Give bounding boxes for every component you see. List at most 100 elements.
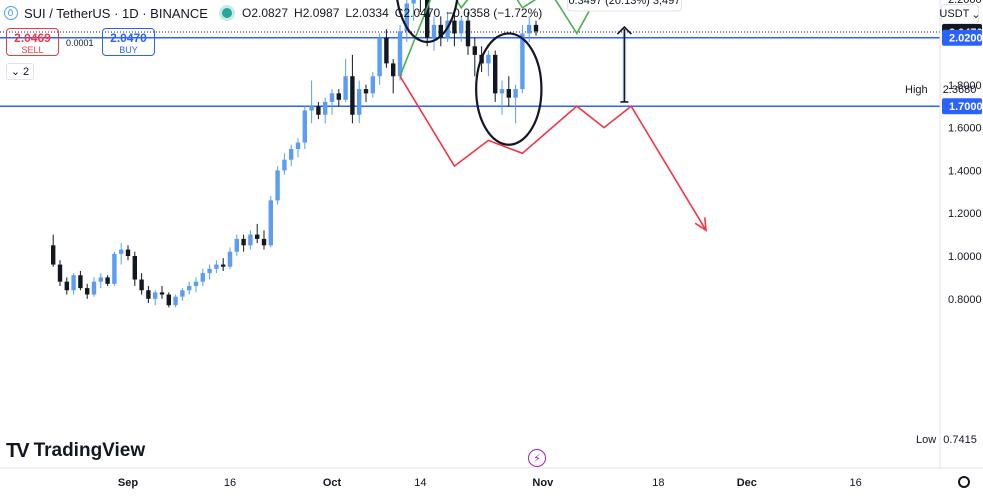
candle-body [282, 159, 287, 171]
low-value: 0.7415 [943, 434, 977, 446]
candle [486, 50, 491, 77]
candle [132, 251, 137, 286]
spread-value: 0.0001 [66, 38, 94, 48]
candle [207, 264, 212, 280]
candle [64, 277, 69, 295]
candle-body [159, 292, 165, 295]
x-tick-label: 18 [652, 477, 664, 489]
candle [425, 0, 430, 47]
ohlc-close: C2.0470 [394, 6, 441, 20]
symbol-header: SUI / TetherUS · 1D · BINANCE O2.0827 H2… [4, 4, 542, 22]
candle-body [391, 63, 396, 77]
candle-body [221, 264, 226, 267]
candle [499, 80, 505, 115]
candle-body [459, 20, 464, 34]
candle-body [105, 277, 110, 284]
logo-text: TradingView [33, 440, 146, 461]
y-tick-label: 2.2000 [948, 0, 982, 6]
x-tick-label: Dec [737, 477, 757, 489]
candle-body [336, 93, 341, 100]
y-tick-label: 0.8000 [948, 294, 982, 306]
y-tick-label: 1.2000 [948, 208, 982, 220]
symbol-title[interactable]: SUI / TetherUS · 1D · BINANCE [24, 5, 208, 21]
drawings[interactable]: 0.3497 (20.13%) 3,497 [396, 0, 707, 232]
candle-body [357, 89, 362, 115]
candle [248, 230, 253, 250]
candle [391, 59, 396, 94]
candle [323, 97, 328, 124]
candle-body [513, 89, 518, 98]
candle-body [425, 0, 430, 38]
candle [146, 285, 151, 304]
candle [214, 260, 219, 274]
high-marker: High 2.3680 [905, 84, 976, 96]
bullish-projection-path [399, 0, 597, 77]
price-label: 1.7000 [949, 101, 983, 113]
candle-body [139, 279, 144, 291]
candle-body [187, 285, 192, 291]
candle [459, 16, 464, 42]
candle-body [289, 149, 294, 160]
candle [78, 270, 83, 291]
candle [419, 0, 421, 13]
candle-body [343, 76, 348, 100]
candle-body [241, 238, 246, 246]
candle [51, 234, 56, 267]
candle-body [214, 264, 219, 269]
currency-select[interactable]: USDT ⌄ [939, 4, 981, 24]
time-axis[interactable]: Sep 16 Oct 14 Nov 18 Dec 16 [0, 467, 983, 489]
bolt-icon[interactable]: ⚡ [528, 449, 546, 467]
candle-body [180, 290, 185, 297]
gear-icon[interactable] [958, 476, 970, 488]
candle [472, 37, 477, 77]
candle-body [51, 245, 56, 265]
tradingview-logo[interactable]: TV TradingView [6, 440, 145, 462]
candle [411, 0, 416, 21]
candle [166, 292, 171, 308]
low-label: Low [916, 434, 937, 446]
candle-body [350, 76, 355, 115]
candle-body [452, 20, 457, 34]
candle [363, 84, 369, 102]
candle [282, 153, 287, 175]
market-open-icon [221, 8, 232, 18]
candle [316, 101, 321, 120]
x-tick-label: 16 [224, 477, 236, 489]
high-value: 2.3680 [942, 84, 977, 96]
indicators-toggle[interactable]: ⌄ 2 [6, 63, 34, 80]
candle [85, 283, 90, 299]
candle [139, 273, 144, 295]
candle-body [486, 54, 491, 64]
candle [227, 247, 233, 269]
candle [71, 273, 76, 295]
candle-body [207, 268, 212, 274]
measure-arrow-head [616, 25, 632, 35]
candle [329, 89, 335, 115]
candle [357, 80, 362, 124]
chevron-down-icon: ⌄ [971, 8, 981, 21]
candle-body [166, 294, 171, 306]
upper-circle-drawing [396, 0, 459, 44]
candle [431, 16, 437, 51]
candle-body [527, 24, 532, 34]
candle-body [404, 3, 409, 32]
candle [112, 251, 117, 286]
candle [289, 144, 294, 167]
candle [438, 16, 443, 47]
price-axis[interactable]: 2.60002.40002.20001.80001.60001.40001.20… [939, 0, 983, 468]
buy-button[interactable]: 2.0470 BUY [102, 28, 155, 56]
candle-body [173, 296, 178, 306]
candle [255, 223, 260, 244]
ohlc-open: O2.0827 [241, 6, 289, 20]
candle [200, 268, 205, 286]
candle [221, 258, 226, 271]
candle [159, 285, 165, 299]
candle-body [397, 31, 403, 77]
y-tick-label: 1.0000 [948, 251, 982, 263]
sell-button[interactable]: 2.0469 SELL [6, 28, 59, 56]
candle [520, 24, 525, 94]
candle-body [91, 281, 97, 295]
ohlc-change: −0.0358 (−1.72%) [446, 6, 543, 20]
candle [105, 275, 110, 286]
